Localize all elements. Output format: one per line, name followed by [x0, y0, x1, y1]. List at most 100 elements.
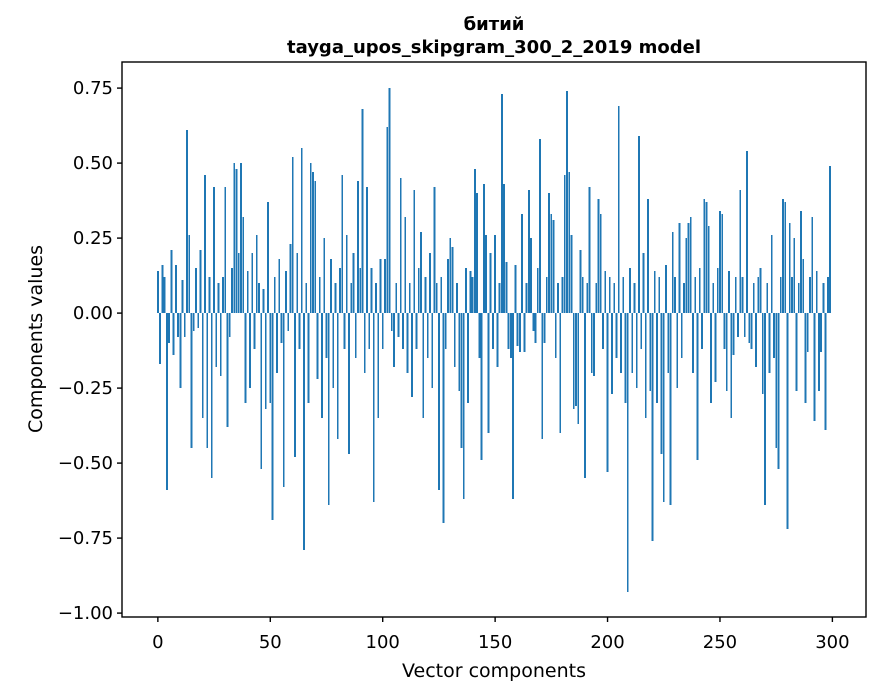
bar [298, 313, 301, 350]
bar [350, 283, 353, 314]
bar [809, 277, 811, 314]
bar [348, 313, 350, 455]
bar [244, 313, 247, 404]
bar [332, 313, 335, 389]
bar [561, 277, 564, 314]
bar [397, 313, 400, 338]
bar [309, 163, 312, 314]
bar [622, 277, 625, 314]
bar [260, 313, 263, 470]
bar [737, 313, 739, 338]
bar [170, 250, 173, 314]
bar [395, 283, 398, 314]
bar [325, 313, 328, 359]
bar [822, 283, 825, 314]
bar [671, 232, 674, 314]
bar [231, 268, 233, 314]
bar [282, 313, 285, 488]
bar [698, 268, 701, 314]
bar [451, 247, 454, 314]
bar [420, 232, 422, 314]
y-tick-label: −0.25 [58, 378, 113, 399]
bar [352, 253, 355, 314]
bar [363, 313, 366, 374]
bar [399, 178, 402, 314]
bars-group [156, 88, 832, 593]
y-tick-label: −0.75 [58, 528, 113, 549]
bar [611, 313, 613, 395]
bar [161, 265, 164, 314]
bar [192, 313, 195, 332]
bar [478, 313, 481, 359]
bar [784, 202, 787, 314]
bar [802, 259, 805, 314]
bar [651, 313, 654, 542]
bar [548, 193, 550, 314]
bar [584, 313, 586, 479]
x-tick-label: 300 [815, 632, 849, 653]
bar [820, 313, 823, 353]
bar [491, 313, 494, 350]
bar [240, 163, 242, 314]
bar [215, 313, 218, 368]
bar [554, 313, 557, 359]
bar [179, 313, 182, 389]
bar [174, 265, 177, 314]
bar [276, 313, 278, 374]
bar [375, 283, 377, 314]
bar [341, 175, 344, 314]
bar [633, 283, 636, 314]
bar [541, 313, 544, 440]
bar [563, 175, 566, 314]
bar [723, 313, 726, 350]
bar [377, 313, 380, 419]
bar [782, 199, 784, 314]
bar [568, 172, 571, 314]
bar [764, 313, 766, 506]
bar [752, 283, 755, 314]
bar [539, 139, 541, 314]
bar [658, 277, 661, 314]
bar [273, 277, 276, 314]
bar [278, 259, 281, 314]
bar [818, 313, 820, 392]
bar [631, 313, 634, 374]
y-tick-label: 0.50 [73, 153, 113, 174]
bar [433, 187, 436, 314]
bar [494, 235, 497, 314]
bar [210, 313, 213, 479]
bar [683, 283, 685, 314]
bar [653, 271, 656, 314]
bar [550, 214, 553, 314]
bar [312, 172, 314, 314]
bar [386, 127, 389, 314]
bar [388, 88, 391, 314]
bar [199, 250, 202, 314]
bar [775, 313, 778, 449]
bar [624, 313, 627, 404]
x-tick-label: 200 [590, 632, 624, 653]
bar [372, 313, 375, 503]
bar [804, 313, 807, 404]
bar [366, 187, 368, 314]
bar [487, 313, 490, 434]
bar [165, 313, 168, 491]
bar [370, 268, 373, 314]
bar [390, 313, 393, 332]
bar [435, 283, 438, 314]
bar [674, 277, 676, 314]
bar [757, 277, 760, 314]
bar [357, 181, 359, 314]
bar [219, 313, 222, 377]
bar [314, 181, 317, 314]
bar [689, 217, 692, 314]
bar [280, 313, 283, 344]
bar [712, 283, 715, 314]
bar [482, 184, 485, 314]
bar [444, 313, 447, 350]
bar [530, 238, 532, 314]
bar [458, 313, 461, 392]
bar [442, 313, 445, 524]
bar [186, 130, 188, 314]
bar [303, 313, 305, 551]
